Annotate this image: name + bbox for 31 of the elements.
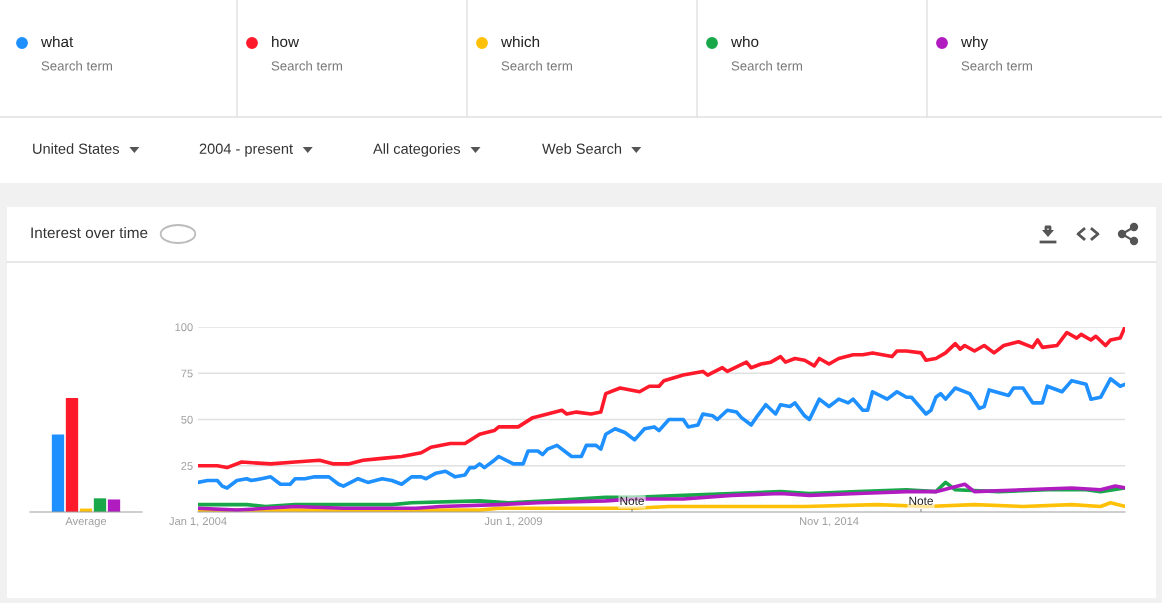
- x-tick-label: Nov 1, 2014: [799, 517, 859, 527]
- annotation: Note: [620, 496, 644, 506]
- y-tick-label: 100: [175, 323, 193, 332]
- text: Search term: [41, 60, 112, 71]
- line-series: [198, 376, 1125, 490]
- legend-label: why: [960, 35, 989, 51]
- text: Search term: [271, 60, 342, 71]
- bar: [65, 398, 79, 512]
- legend-label: who: [730, 35, 759, 48]
- text: Search term: [731, 60, 802, 71]
- bar: [93, 498, 107, 512]
- line-series: [198, 327, 1125, 470]
- y-tick-label: 25: [181, 462, 193, 470]
- bar: [107, 499, 121, 512]
- bar: [51, 434, 65, 512]
- x-tick-label: Jun 1, 2009: [484, 517, 542, 527]
- chart-title: Interest over time: [31, 226, 148, 239]
- text: Search term: [501, 60, 572, 71]
- legend-label: what: [40, 35, 74, 48]
- annotation: Note: [909, 496, 933, 506]
- legend-label: which: [500, 35, 540, 48]
- y-tick-label: 50: [181, 415, 193, 424]
- legend-label: how: [272, 35, 300, 48]
- text: Web Search: [542, 143, 622, 154]
- x-tick-label: Jan 1, 2004: [169, 517, 227, 527]
- text: Search term: [961, 60, 1032, 71]
- x-tick-label: Average: [65, 517, 107, 528]
- text: All categories: [373, 143, 461, 157]
- text: United States: [33, 143, 120, 154]
- text: 2004 - present: [199, 143, 293, 157]
- y-tick-label: 75: [181, 369, 193, 378]
